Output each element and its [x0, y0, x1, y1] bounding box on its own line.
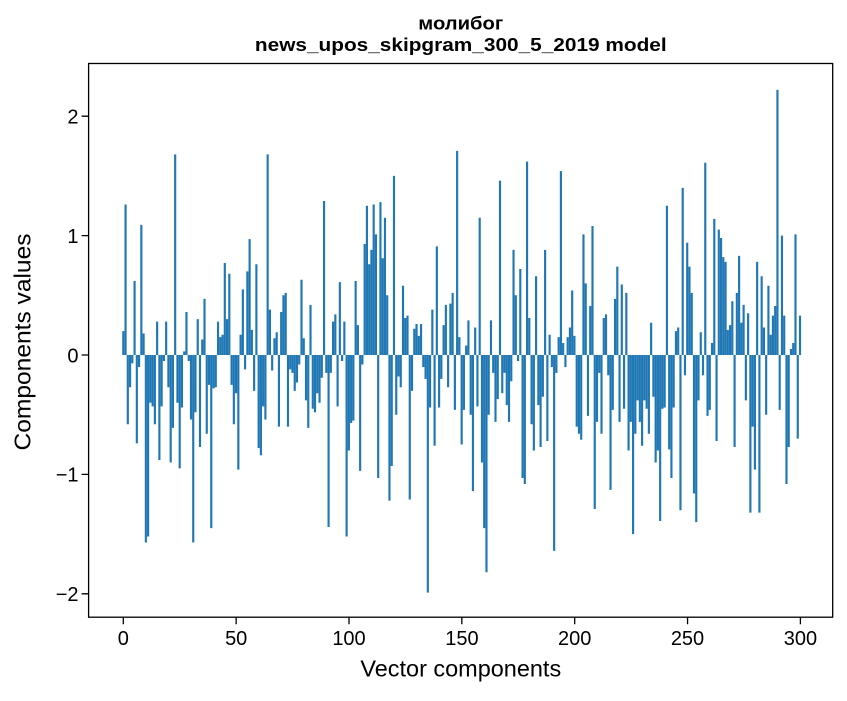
svg-text:−1: −1: [56, 465, 79, 487]
svg-text:Components values: Components values: [10, 234, 36, 451]
svg-text:Vector components: Vector components: [360, 656, 561, 682]
svg-text:200: 200: [558, 628, 591, 650]
svg-text:news_upos_skipgram_300_5_2019: news_upos_skipgram_300_5_2019 model: [255, 35, 667, 55]
svg-text:0: 0: [118, 628, 129, 650]
svg-text:1: 1: [67, 226, 78, 248]
svg-text:100: 100: [332, 628, 365, 650]
svg-text:300: 300: [784, 628, 817, 650]
svg-text:2: 2: [67, 107, 78, 129]
svg-text:250: 250: [671, 628, 704, 650]
svg-text:молибог: молибог: [418, 14, 504, 34]
svg-text:0: 0: [67, 345, 78, 367]
svg-text:50: 50: [225, 628, 247, 650]
svg-text:−2: −2: [56, 584, 79, 606]
svg-text:150: 150: [445, 628, 478, 650]
